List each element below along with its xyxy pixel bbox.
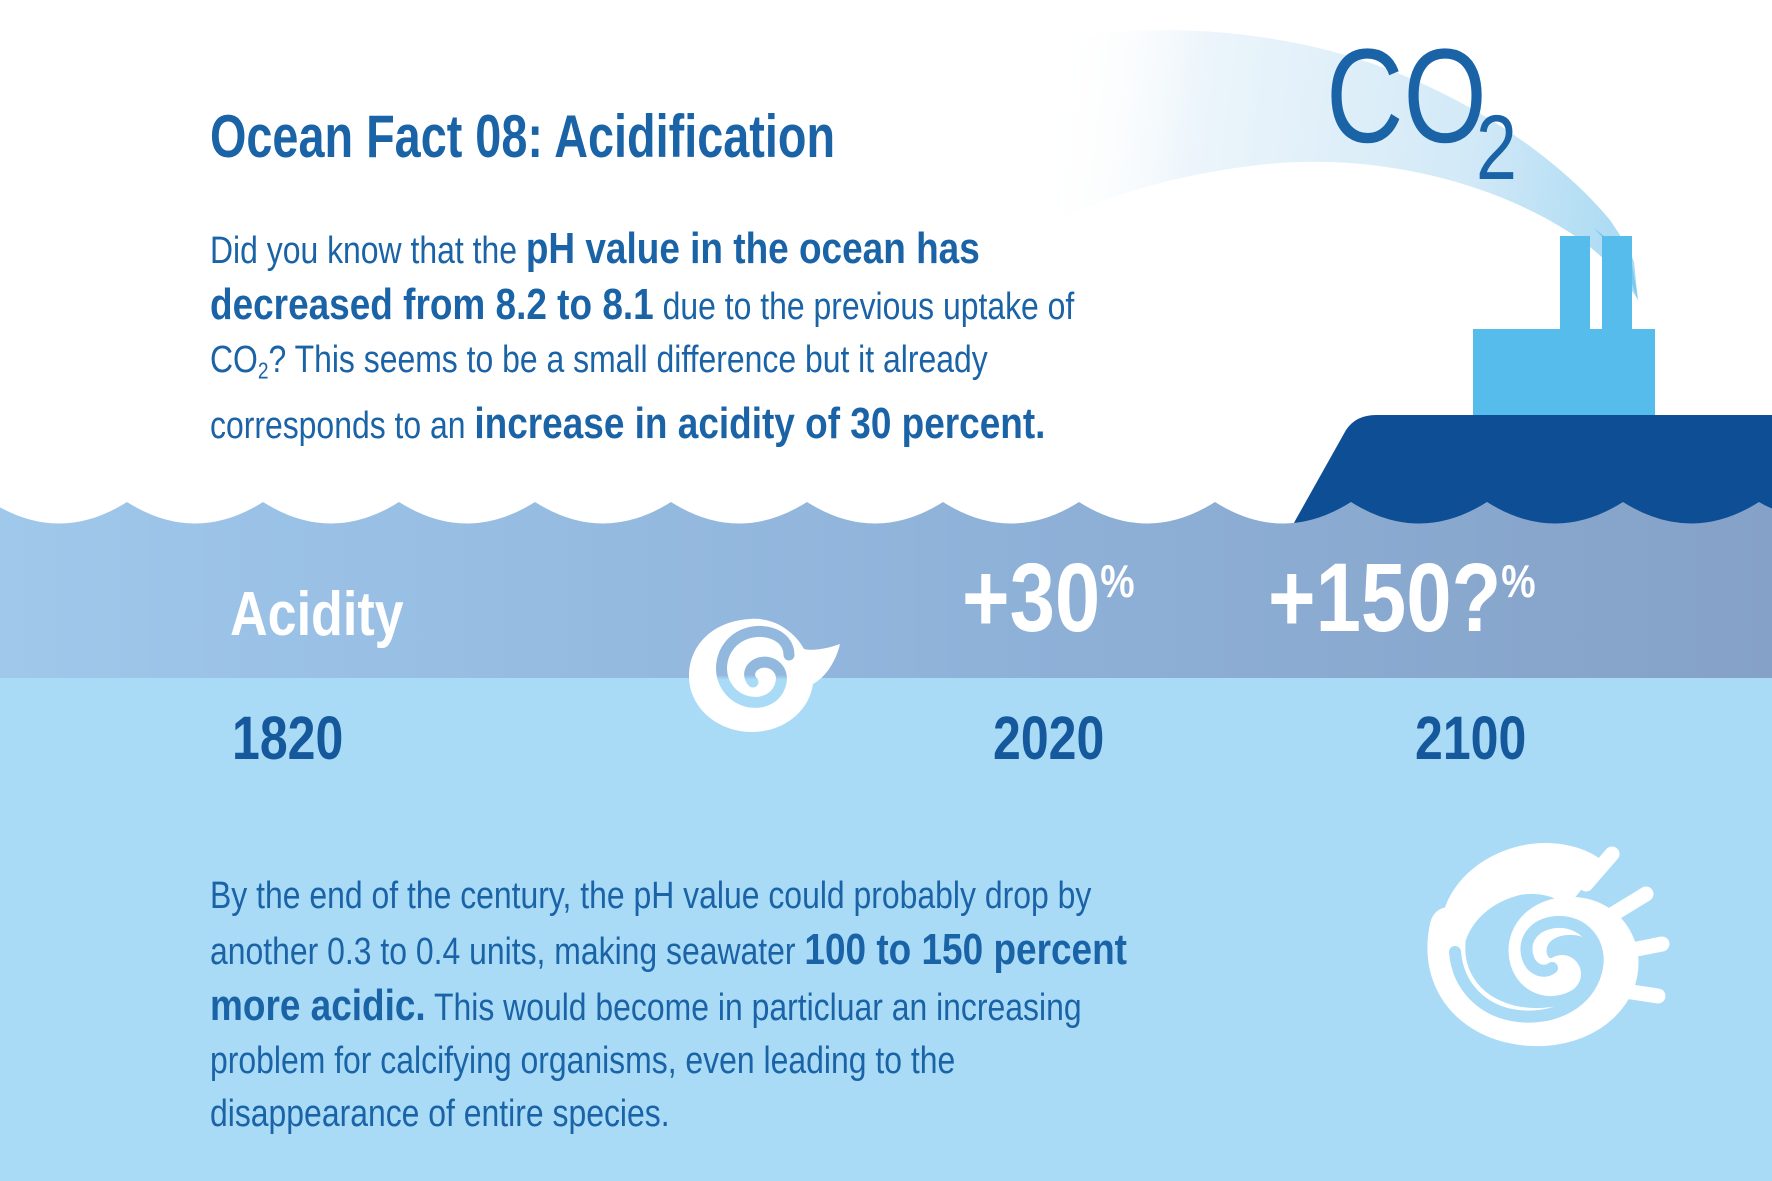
intro-paragraph: Did you know that the pH value in the oc… <box>210 222 1159 453</box>
ship-funnel-right <box>1602 236 1632 336</box>
acidity-increase-2100: +150?% <box>1268 549 1536 646</box>
ocean-surface-wave <box>0 502 1772 678</box>
outro-text: By the end of the century, the pH value … <box>210 875 1092 973</box>
ship-cabin <box>1473 329 1655 421</box>
intro-bold-ph-value: pH value in the ocean has decreased from… <box>210 224 980 329</box>
co2-label: CO <box>1326 22 1487 171</box>
intro-text: Did you know that the <box>210 230 526 272</box>
acidity-increase-2020: +30% <box>962 549 1135 646</box>
deep-water-band <box>0 678 1772 1181</box>
page-title: Ocean Fact 08: Acidification <box>210 103 836 171</box>
co2-label-subscript: 2 <box>1476 97 1517 199</box>
year-2100: 2100 <box>1415 704 1527 772</box>
outro-paragraph: By the end of the century, the pH value … <box>210 870 1163 1141</box>
year-1820: 1820 <box>232 704 344 772</box>
outro-bold-percent-more-acidic: 100 to 150 percent more acidic. <box>210 925 1127 1030</box>
ammonite-shell-icon <box>1427 842 1670 1047</box>
snail-shell-icon <box>689 618 840 732</box>
acidity-increase-2020-value: +30 <box>962 543 1101 652</box>
year-2020: 2020 <box>993 704 1105 772</box>
acidity-increase-2100-value: +150? <box>1268 543 1502 652</box>
co2-subscript: 2 <box>257 357 269 384</box>
co2-smoke-plume-icon <box>1042 30 1638 300</box>
outro-text: This would become in particluar an incre… <box>210 987 1082 1135</box>
intro-text: due to the previous uptake of CO <box>210 286 1075 381</box>
percent-sign: % <box>1100 555 1135 607</box>
intro-bold-acidity-increase: increase in acidity of 30 percent. <box>474 399 1046 449</box>
percent-sign: % <box>1501 555 1536 607</box>
ship-funnel-left <box>1560 236 1590 336</box>
intro-text: ? This seems to be a small difference bu… <box>210 339 988 448</box>
acidity-label: Acidity <box>230 580 404 649</box>
